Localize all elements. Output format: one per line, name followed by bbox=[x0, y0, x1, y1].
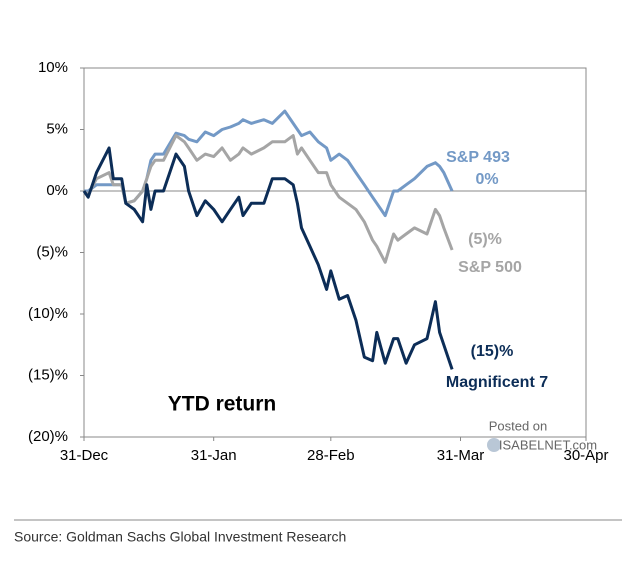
series-line bbox=[83, 134, 454, 264]
x-tick-label: 30-Apr bbox=[563, 447, 608, 464]
x-tick-label: 31-Mar bbox=[437, 447, 485, 464]
series-label: S&P 500 bbox=[458, 259, 522, 276]
end-label: (15)% bbox=[471, 343, 514, 360]
watermark-icon bbox=[487, 438, 501, 452]
watermark: ISABELNET.com bbox=[499, 437, 597, 452]
source: Source: Goldman Sachs Global Investment … bbox=[14, 529, 346, 545]
y-tick-label: (20)% bbox=[28, 428, 68, 445]
y-tick-label: (15)% bbox=[28, 366, 68, 383]
series-line bbox=[82, 146, 454, 370]
y-tick-label: (5)% bbox=[36, 243, 68, 260]
y-tick-label: (10)% bbox=[28, 305, 68, 322]
end-label: 0% bbox=[475, 171, 498, 188]
series-label: Magnificent 7 bbox=[446, 374, 548, 391]
watermark: Posted on bbox=[489, 418, 548, 433]
x-tick-label: 31-Jan bbox=[191, 447, 237, 464]
y-tick-label: 5% bbox=[46, 120, 68, 137]
series-label: S&P 493 bbox=[446, 149, 510, 166]
x-tick-label: 31-Dec bbox=[60, 447, 109, 464]
chart-title: YTD return bbox=[168, 393, 277, 416]
y-tick-label: 10% bbox=[38, 59, 68, 76]
y-tick-label: 0% bbox=[46, 182, 68, 199]
x-tick-label: 28-Feb bbox=[307, 447, 355, 464]
series-line bbox=[84, 109, 454, 218]
end-label: (5)% bbox=[468, 231, 502, 248]
